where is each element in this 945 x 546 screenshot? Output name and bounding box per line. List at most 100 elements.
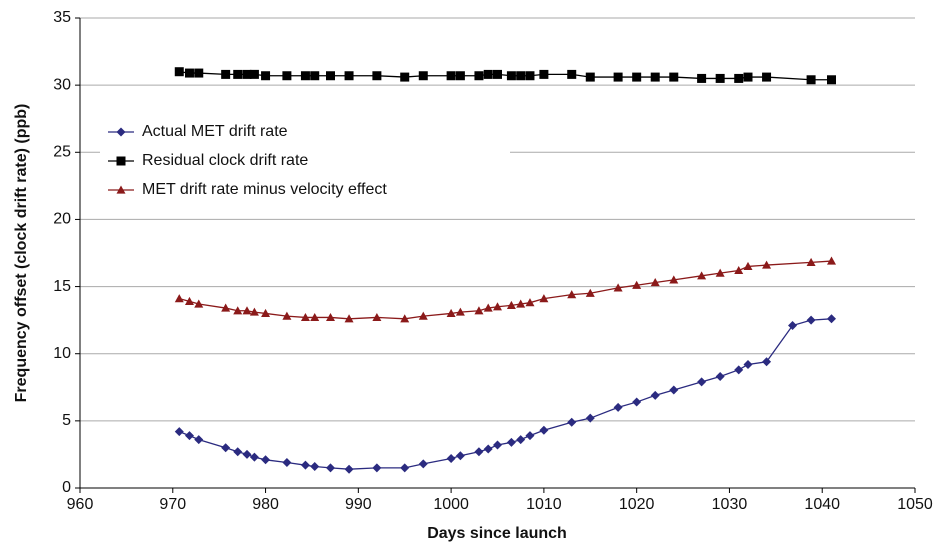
x-tick-label: 1020 bbox=[619, 496, 655, 513]
marker bbox=[249, 452, 259, 462]
x-tick-label: 1030 bbox=[712, 496, 748, 513]
marker bbox=[669, 385, 679, 395]
marker bbox=[194, 435, 204, 445]
marker bbox=[567, 417, 577, 427]
marker bbox=[806, 315, 816, 325]
x-tick-label: 1000 bbox=[433, 496, 469, 513]
x-axis-title: Days since launch bbox=[427, 525, 567, 542]
marker bbox=[372, 463, 382, 473]
marker bbox=[697, 377, 707, 387]
marker bbox=[483, 69, 493, 79]
marker bbox=[697, 271, 707, 280]
marker bbox=[326, 312, 335, 322]
marker bbox=[613, 283, 623, 292]
marker bbox=[474, 71, 484, 81]
marker bbox=[632, 72, 642, 82]
marker bbox=[184, 68, 194, 78]
marker bbox=[474, 306, 484, 315]
y-tick-label: 25 bbox=[53, 144, 71, 161]
marker bbox=[493, 440, 502, 450]
marker bbox=[242, 449, 252, 459]
marker bbox=[516, 435, 526, 445]
marker bbox=[300, 460, 310, 470]
marker bbox=[184, 431, 194, 441]
marker bbox=[788, 321, 798, 331]
marker bbox=[310, 71, 320, 81]
y-tick-label: 10 bbox=[53, 345, 71, 362]
marker bbox=[282, 71, 292, 81]
x-tick-label: 960 bbox=[67, 496, 94, 513]
marker bbox=[249, 69, 259, 79]
marker bbox=[632, 280, 642, 289]
marker bbox=[418, 459, 428, 469]
marker bbox=[116, 185, 126, 194]
marker bbox=[446, 71, 456, 81]
marker bbox=[455, 307, 465, 316]
x-tick-label: 1010 bbox=[526, 496, 562, 513]
marker bbox=[506, 300, 516, 309]
marker bbox=[539, 294, 549, 303]
marker bbox=[400, 463, 410, 473]
marker bbox=[344, 71, 354, 81]
y-tick-label: 20 bbox=[53, 211, 71, 228]
marker bbox=[221, 443, 231, 453]
y-axis-title: Frequency offset (clock drift rate) (ppb… bbox=[13, 104, 30, 403]
marker bbox=[567, 69, 577, 79]
marker bbox=[827, 314, 836, 324]
marker bbox=[525, 298, 535, 307]
y-tick-label: 0 bbox=[62, 479, 71, 496]
marker bbox=[400, 72, 410, 82]
marker bbox=[184, 296, 194, 305]
marker bbox=[300, 71, 310, 81]
line bbox=[179, 318, 832, 470]
marker bbox=[310, 312, 320, 322]
marker bbox=[493, 302, 502, 311]
marker bbox=[762, 260, 772, 269]
marker bbox=[567, 290, 577, 299]
marker bbox=[174, 294, 184, 303]
marker bbox=[743, 261, 753, 271]
marker bbox=[516, 71, 526, 81]
marker bbox=[261, 455, 271, 465]
marker bbox=[613, 402, 623, 412]
marker bbox=[715, 372, 725, 382]
marker bbox=[650, 72, 660, 82]
line bbox=[179, 260, 832, 320]
marker bbox=[506, 71, 516, 81]
marker bbox=[539, 69, 549, 79]
x-tick-label: 980 bbox=[252, 496, 279, 513]
marker bbox=[715, 73, 725, 83]
x-tick-label: 1050 bbox=[897, 496, 933, 513]
marker bbox=[174, 427, 184, 437]
x-tick-label: 990 bbox=[345, 496, 372, 513]
marker bbox=[474, 447, 484, 457]
marker bbox=[455, 71, 465, 81]
marker bbox=[233, 306, 243, 315]
marker bbox=[116, 156, 126, 166]
marker bbox=[762, 72, 772, 82]
marker bbox=[506, 437, 516, 447]
marker bbox=[194, 68, 204, 78]
y-tick-label: 35 bbox=[53, 9, 71, 26]
marker bbox=[372, 312, 382, 322]
marker bbox=[194, 299, 204, 308]
marker bbox=[669, 72, 679, 82]
marker bbox=[249, 307, 259, 316]
y-tick-label: 30 bbox=[53, 76, 71, 93]
marker bbox=[585, 72, 595, 82]
x-tick-label: 1040 bbox=[804, 496, 840, 513]
marker bbox=[221, 69, 231, 79]
legend-label: Actual MET drift rate bbox=[142, 123, 288, 140]
marker bbox=[613, 72, 623, 82]
marker bbox=[734, 73, 744, 83]
marker bbox=[400, 314, 410, 323]
marker bbox=[539, 425, 549, 435]
marker bbox=[300, 312, 310, 322]
marker bbox=[734, 265, 744, 275]
marker bbox=[743, 359, 753, 369]
y-tick-label: 15 bbox=[53, 278, 71, 295]
y-tick-label: 5 bbox=[62, 412, 71, 429]
x-tick-label: 970 bbox=[159, 496, 186, 513]
marker bbox=[806, 75, 816, 85]
